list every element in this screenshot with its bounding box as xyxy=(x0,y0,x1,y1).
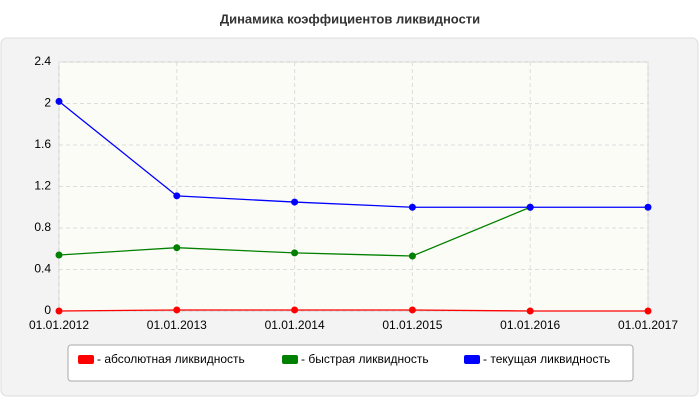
y-tick-label: 0 xyxy=(44,303,51,317)
point xyxy=(55,251,63,259)
point xyxy=(408,252,416,260)
point xyxy=(173,306,181,314)
x-tick-label: 01.01.2017 xyxy=(618,318,678,332)
y-tick-label: 1.6 xyxy=(34,137,51,151)
point xyxy=(291,306,299,314)
point xyxy=(173,192,181,200)
y-tick-label: 2 xyxy=(44,96,51,110)
legend-label: - абсолютная ликвидность xyxy=(97,352,245,366)
legend-label: - текущая ликвидность xyxy=(483,352,610,366)
legend xyxy=(67,344,634,382)
point xyxy=(644,203,652,211)
point xyxy=(173,244,181,252)
point xyxy=(291,198,299,206)
point xyxy=(408,203,416,211)
point xyxy=(644,307,652,315)
point xyxy=(55,307,63,315)
legend-swatch xyxy=(282,355,298,364)
x-tick-label: 01.01.2013 xyxy=(147,318,207,332)
x-tick-label: 01.01.2012 xyxy=(29,318,89,332)
legend-swatch xyxy=(78,355,94,364)
point xyxy=(55,97,63,105)
point xyxy=(408,306,416,314)
legend-label: - быстрая ликвидность xyxy=(301,352,429,366)
y-tick-label: 1.2 xyxy=(34,179,51,193)
x-tick-label: 01.01.2014 xyxy=(265,318,325,332)
y-tick-label: 0.8 xyxy=(34,220,51,234)
y-tick-label: 0.4 xyxy=(34,262,51,276)
x-tick-label: 01.01.2015 xyxy=(382,318,442,332)
series-line xyxy=(58,309,648,312)
y-tick-label: 2.4 xyxy=(34,54,51,68)
point xyxy=(526,307,534,315)
legend-swatch xyxy=(464,355,480,364)
point xyxy=(291,249,299,257)
x-tick-label: 01.01.2016 xyxy=(500,318,560,332)
point xyxy=(526,203,534,211)
series-line xyxy=(58,100,648,208)
chart-title: Динамика коэффициентов ликвидности xyxy=(220,11,480,26)
